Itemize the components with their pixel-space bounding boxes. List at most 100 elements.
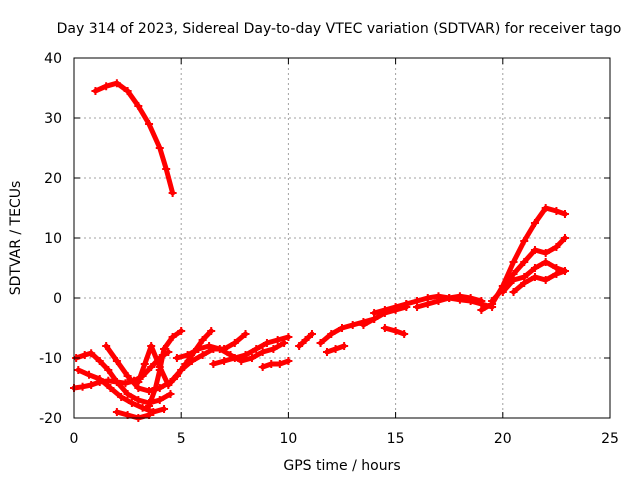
data-point	[123, 87, 132, 95]
series-arc-6	[112, 408, 154, 422]
x-tick-label: 5	[177, 431, 186, 447]
data-point	[85, 370, 94, 379]
y-axis-label: SDTVAR / TECUs	[8, 181, 24, 296]
data-point	[530, 264, 539, 272]
data-point	[445, 294, 454, 302]
data-point	[91, 87, 100, 95]
series-arc-23	[509, 267, 569, 296]
data-point	[530, 219, 539, 227]
data-point	[262, 339, 271, 347]
data-point	[215, 345, 224, 353]
y-tick-label: 10	[44, 231, 62, 247]
x-tick-label: 25	[601, 431, 619, 447]
series-arc-19	[413, 292, 486, 311]
data-point	[80, 351, 89, 359]
data-point	[295, 342, 304, 350]
series-arc-11	[258, 357, 293, 371]
data-point	[273, 336, 282, 344]
data-point	[160, 345, 169, 353]
data-point	[74, 366, 83, 374]
data-point	[247, 354, 256, 362]
data-point	[541, 258, 550, 266]
y-tick-label: -20	[39, 411, 62, 427]
data-point	[166, 390, 175, 398]
data-point	[509, 288, 518, 296]
data-point	[258, 363, 267, 371]
data-point	[552, 270, 561, 278]
data-point	[168, 333, 177, 341]
data-point	[241, 330, 250, 338]
data-point	[307, 330, 316, 338]
data-point	[160, 405, 169, 413]
data-point	[391, 327, 400, 335]
y-tick-label: 40	[44, 51, 62, 67]
data-point	[134, 378, 143, 386]
data-point	[87, 381, 96, 389]
data-point	[138, 403, 147, 412]
y-tick-label: 30	[44, 111, 62, 127]
data-point	[466, 294, 475, 302]
data-point	[530, 273, 539, 281]
data-point	[172, 372, 181, 380]
data-point	[477, 306, 486, 314]
series-arc-10	[209, 333, 293, 368]
data-point	[560, 234, 569, 242]
data-point	[509, 258, 518, 266]
data-point	[147, 342, 156, 350]
x-tick-label: 0	[70, 431, 79, 447]
data-point	[541, 249, 550, 257]
data-point	[541, 276, 550, 284]
series-arc-1	[91, 79, 177, 197]
data-point	[509, 276, 518, 284]
data-point	[402, 300, 411, 308]
data-point	[78, 382, 87, 391]
x-tick-label: 15	[387, 431, 405, 447]
data-point	[267, 360, 276, 368]
data-point	[112, 79, 121, 88]
data-point	[488, 297, 497, 305]
data-point	[230, 339, 239, 347]
data-point	[275, 360, 284, 368]
data-point	[198, 336, 207, 344]
series-arc-17	[380, 324, 409, 338]
data-point	[348, 321, 357, 329]
chart-title: Day 314 of 2023, Sidereal Day-to-day VTE…	[57, 21, 622, 37]
series-arc-12	[295, 330, 316, 350]
data-point	[322, 348, 331, 356]
data-point	[338, 324, 346, 332]
series-line	[371, 301, 409, 316]
data-point	[102, 342, 111, 350]
data-point	[145, 402, 154, 410]
y-tick-label: -10	[39, 351, 62, 367]
data-point	[145, 387, 154, 395]
y-tick-labels: -20 -10 0 10 20 30 40	[39, 51, 62, 427]
series-arc-16	[370, 300, 411, 317]
data-point	[145, 120, 154, 128]
data-point	[162, 165, 171, 173]
data-point	[241, 351, 250, 359]
x-tick-label: 10	[279, 431, 297, 447]
data-point	[520, 279, 529, 287]
data-point	[168, 189, 177, 197]
series-line	[114, 409, 152, 421]
data-point	[121, 379, 130, 388]
data-point	[552, 207, 561, 215]
data-point	[177, 327, 186, 335]
data-series	[70, 79, 569, 422]
data-point	[102, 82, 111, 91]
series-line	[92, 80, 176, 196]
data-point	[220, 357, 229, 365]
data-point	[230, 354, 239, 362]
data-point	[269, 345, 278, 353]
x-tick-label: 20	[494, 431, 512, 447]
data-point	[134, 396, 143, 404]
grid-lines	[74, 58, 610, 418]
data-point	[520, 258, 529, 266]
data-point	[359, 321, 368, 329]
data-point	[104, 366, 113, 374]
data-point	[112, 357, 121, 365]
data-point	[172, 354, 181, 362]
data-point	[327, 330, 336, 338]
data-point	[123, 390, 132, 398]
x-axis-label: GPS time / hours	[283, 458, 400, 474]
